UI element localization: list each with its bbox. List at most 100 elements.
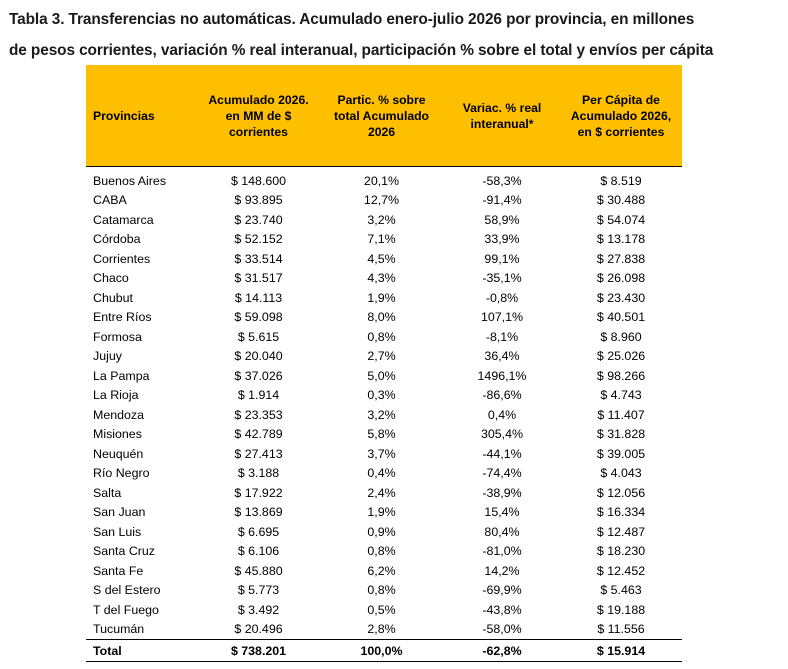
- per-capita-cell: $ 39.005: [596, 446, 646, 461]
- table-row: Entre Ríos $ 59.098 8,0% 107,1% $ 40.501: [86, 308, 682, 328]
- transfers-table: Provincias Acumulado 2026. en MM de $ co…: [86, 65, 682, 662]
- variacion-cell: 36,4%: [484, 349, 520, 364]
- acumulado-cell: $ 45.880: [234, 563, 283, 578]
- variacion-cell: -43,8%: [482, 602, 522, 617]
- table-row: Neuquén $ 27.413 3,7% -44,1% $ 39.005: [86, 444, 682, 464]
- province-cell: Salta: [93, 485, 122, 500]
- total-row: Total $ 738.201 100,0% -62,8% $ 15.914: [86, 639, 682, 662]
- per-capita-cell: $ 12.487: [596, 524, 646, 539]
- acumulado-cell: $ 6.695: [237, 524, 280, 539]
- variacion-cell: -58,3%: [482, 173, 522, 188]
- table-row: Córdoba $ 52.152 7,1% 33,9% $ 13.178: [86, 230, 682, 250]
- province-cell: Chubut: [93, 290, 133, 305]
- table-header: Provincias Acumulado 2026. en MM de $ co…: [86, 65, 682, 167]
- participacion-cell: 0,8%: [367, 583, 396, 598]
- per-capita-cell: $ 8.960: [600, 329, 642, 344]
- per-capita-cell: $ 27.838: [596, 251, 646, 266]
- table-row: Tucumán $ 20.496 2,8% -58,0% $ 11.556: [86, 620, 682, 640]
- table-row: Mendoza $ 23.353 3,2% 0,4% $ 11.407: [86, 405, 682, 425]
- participacion-cell: 3,2%: [367, 212, 396, 227]
- per-capita-cell: $ 54.074: [596, 212, 646, 227]
- province-cell: Tucumán: [93, 622, 145, 637]
- per-capita-cell: $ 13.178: [596, 232, 646, 247]
- acumulado-cell: $ 5.615: [237, 329, 280, 344]
- variacion-cell: -38,9%: [482, 485, 522, 500]
- province-cell: Neuquén: [93, 446, 144, 461]
- table-row: San Juan $ 13.869 1,9% 15,4% $ 16.334: [86, 503, 682, 523]
- table-row: Río Negro $ 3.188 0,4% -74,4% $ 4.043: [86, 464, 682, 484]
- participacion-cell: 12,7%: [363, 193, 400, 208]
- acumulado-cell: $ 13.869: [234, 505, 283, 520]
- participacion-cell: 0,5%: [367, 602, 396, 617]
- column-header-acumulado: Acumulado 2026. en MM de $ corrientes: [198, 65, 319, 167]
- participacion-cell: 6,2%: [367, 563, 396, 578]
- table-row: Chubut $ 14.113 1,9% -0,8% $ 23.430: [86, 288, 682, 308]
- participacion-cell: 0,4%: [367, 466, 396, 481]
- acumulado-cell: $ 3.492: [237, 602, 280, 617]
- table-row: Formosa $ 5.615 0,8% -8,1% $ 8.960: [86, 327, 682, 347]
- participacion-cell: 2,4%: [367, 485, 396, 500]
- caption-line-2: de pesos corrientes, variación % real in…: [9, 42, 714, 59]
- participacion-cell: 8,0%: [367, 310, 396, 325]
- column-header-per-capita: Per Cápita de Acumulado 2026, en $ corri…: [560, 65, 682, 167]
- acumulado-cell: $ 5.773: [237, 583, 280, 598]
- variacion-cell: -74,4%: [482, 466, 522, 481]
- acumulado-cell: $ 52.152: [234, 232, 283, 247]
- acumulado-cell: $ 20.040: [234, 349, 283, 364]
- variacion-cell: 107,1%: [480, 310, 524, 325]
- variacion-cell: 1496,1%: [477, 368, 527, 383]
- participacion-cell: 0,8%: [367, 329, 396, 344]
- province-cell: S del Estero: [93, 583, 161, 598]
- variacion-cell: 15,4%: [484, 505, 520, 520]
- caption-line-1: Tabla 3. Transferencias no automáticas. …: [9, 11, 695, 28]
- per-capita-cell: $ 4.043: [600, 466, 642, 481]
- participacion-cell: 4,5%: [367, 251, 396, 266]
- per-capita-cell: $ 8.519: [600, 173, 642, 188]
- variacion-cell: 99,1%: [484, 251, 520, 266]
- column-header-provincias: Provincias: [86, 65, 198, 167]
- province-cell: Mendoza: [93, 407, 144, 422]
- per-capita-cell: $ 12.056: [596, 485, 646, 500]
- table-body: Buenos Aires $ 148.600 20,1% -58,3% $ 8.519 C…: [86, 167, 682, 640]
- participacion-cell: 7,1%: [367, 232, 396, 247]
- acumulado-cell: $ 148.600: [230, 173, 287, 188]
- total-label: Total: [86, 639, 198, 662]
- per-capita-cell: $ 23.430: [596, 290, 646, 305]
- table-row: Jujuy $ 20.040 2,7% 36,4% $ 25.026: [86, 347, 682, 367]
- variacion-cell: 14,2%: [484, 563, 520, 578]
- participacion-cell: 3,7%: [367, 446, 396, 461]
- acumulado-cell: $ 33.514: [234, 251, 283, 266]
- province-cell: San Luis: [93, 524, 142, 539]
- province-cell: CABA: [93, 193, 127, 208]
- province-cell: Río Negro: [93, 466, 150, 481]
- variacion-cell: 80,4%: [484, 524, 520, 539]
- province-cell: Jujuy: [93, 349, 122, 364]
- table-row: CABA $ 93.895 12,7% -91,4% $ 30.488: [86, 191, 682, 211]
- variacion-cell: -58,0%: [482, 622, 522, 637]
- per-capita-cell: $ 11.556: [597, 622, 645, 637]
- province-cell: Santa Fe: [93, 563, 144, 578]
- per-capita-cell: $ 30.488: [596, 193, 646, 208]
- province-cell: Chaco: [93, 271, 129, 286]
- variacion-cell: -35,1%: [482, 271, 522, 286]
- variacion-cell: 33,9%: [484, 232, 520, 247]
- table-row: La Pampa $ 37.026 5,0% 1496,1% $ 98.266: [86, 366, 682, 386]
- table-row: Santa Fe $ 45.880 6,2% 14,2% $ 12.452: [86, 561, 682, 581]
- per-capita-cell: $ 12.452: [596, 563, 646, 578]
- acumulado-cell: $ 27.413: [234, 446, 283, 461]
- province-cell: Entre Ríos: [93, 310, 152, 325]
- variacion-cell: -86,6%: [482, 388, 522, 403]
- participacion-cell: 20,1%: [363, 173, 400, 188]
- acumulado-cell: $ 31.517: [234, 271, 283, 286]
- per-capita-cell: $ 26.098: [596, 271, 646, 286]
- acumulado-cell: $ 17.922: [234, 485, 283, 500]
- table-row: Corrientes $ 33.514 4,5% 99,1% $ 27.838: [86, 249, 682, 269]
- province-cell: La Pampa: [93, 368, 150, 383]
- variacion-cell: -69,9%: [482, 583, 522, 598]
- table-row: San Luis $ 6.695 0,9% 80,4% $ 12.487: [86, 522, 682, 542]
- table-row: S del Estero $ 5.773 0,8% -69,9% $ 5.463: [86, 581, 682, 601]
- total-acumulado: $ 738.201: [198, 639, 319, 662]
- participacion-cell: 5,0%: [367, 368, 396, 383]
- table-row: T del Fuego $ 3.492 0,5% -43,8% $ 19.188: [86, 600, 682, 620]
- per-capita-cell: $ 11.407: [597, 407, 645, 422]
